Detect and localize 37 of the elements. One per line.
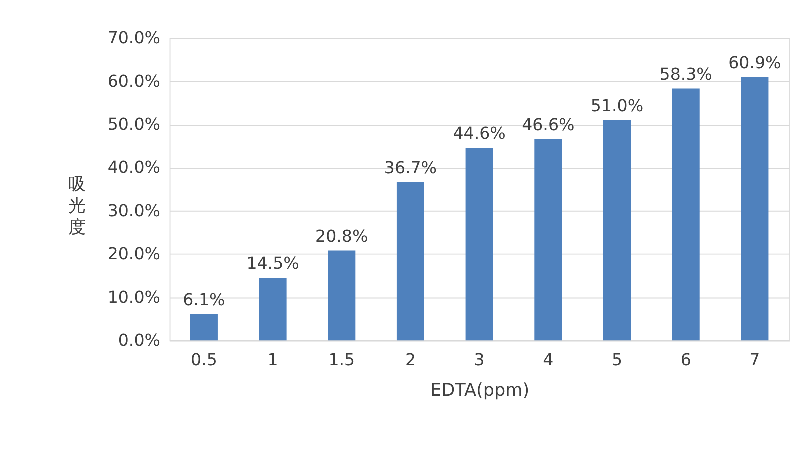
x-tick-label: 5 xyxy=(612,350,623,370)
y-tick-label: 50.0% xyxy=(108,114,161,134)
bar xyxy=(259,278,287,341)
bar xyxy=(603,120,632,341)
x-tick-label: 1.5 xyxy=(328,350,356,370)
data-label: 6.1% xyxy=(183,290,226,310)
data-label: 44.6% xyxy=(453,124,506,144)
bar xyxy=(466,148,494,341)
x-tick-label: 0.5 xyxy=(191,350,218,370)
data-label: 14.5% xyxy=(246,254,300,274)
bar xyxy=(190,314,218,341)
data-label: 51.0% xyxy=(590,96,644,116)
bar xyxy=(672,88,700,341)
data-label: 58.3% xyxy=(660,64,712,84)
y-tick-label: 0.0% xyxy=(118,331,161,350)
bar xyxy=(534,139,562,341)
data-label: 46.6% xyxy=(522,116,575,135)
x-tick-label: 2 xyxy=(405,350,416,370)
x-tick-label: 3 xyxy=(474,350,485,370)
y-axis-title: 吸光度 xyxy=(68,174,87,238)
data-label: 60.9% xyxy=(728,54,782,73)
x-tick-label: 4 xyxy=(543,350,554,370)
data-label: 20.8% xyxy=(316,227,368,246)
y-tick-label: 40.0% xyxy=(108,158,161,178)
y-tick-label: 30.0% xyxy=(108,201,161,220)
bar xyxy=(396,182,424,341)
x-tick-label: 6 xyxy=(680,350,692,370)
y-tick-label: 20.0% xyxy=(108,244,161,264)
bar xyxy=(328,250,356,341)
bar xyxy=(741,78,769,341)
y-tick-label: 70.0% xyxy=(108,28,161,48)
x-axis-title: EDTA(ppm) xyxy=(430,380,530,401)
y-tick-label: 60.0% xyxy=(108,72,161,91)
x-tick-label: 1 xyxy=(268,350,278,370)
x-tick-label: 7 xyxy=(750,350,760,370)
y-tick-label: 10.0% xyxy=(108,288,161,307)
data-label: 36.7% xyxy=(384,158,438,178)
